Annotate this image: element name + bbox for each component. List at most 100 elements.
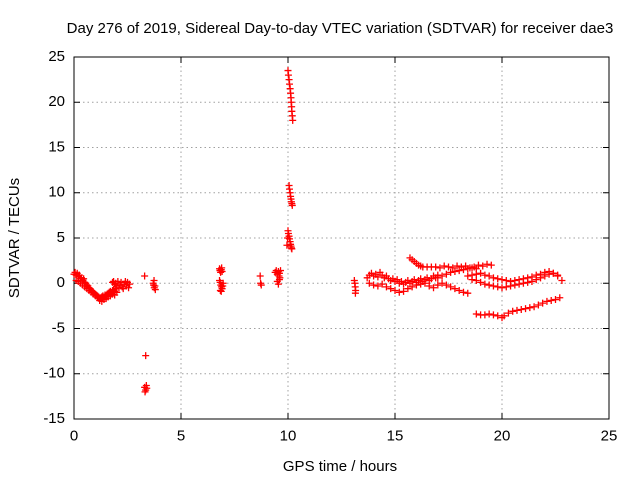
series-early-arc-b: [72, 277, 121, 305]
data-point: [289, 116, 297, 124]
data-point: [498, 276, 506, 284]
data-point: [483, 260, 491, 268]
data-point: [472, 277, 480, 285]
data-point: [464, 265, 472, 273]
series-arc-7h: [216, 264, 227, 295]
data-point: [218, 267, 226, 275]
data-point: [474, 261, 482, 269]
data-point: [378, 280, 386, 288]
data-point: [504, 309, 512, 317]
data-point: [374, 282, 382, 290]
data-point: [532, 271, 540, 279]
series-crossing-arc-17to19h: [434, 264, 480, 297]
data-point: [80, 275, 88, 283]
x-axis-label: GPS time / hours: [283, 458, 397, 475]
data-point: [464, 272, 472, 280]
data-point: [459, 288, 467, 296]
data-point: [517, 305, 525, 313]
data-point: [528, 273, 536, 281]
data-point: [436, 264, 444, 272]
data-point: [547, 296, 555, 304]
data-point: [481, 311, 489, 319]
series-long-arc-19to23h: [468, 269, 566, 292]
x-tick-label: 5: [177, 427, 185, 444]
data-point: [447, 268, 455, 276]
data-point: [217, 287, 225, 295]
data-point: [365, 279, 373, 287]
data-point: [216, 286, 224, 294]
series-mid-arc-19to23h: [464, 267, 562, 285]
data-point: [541, 268, 549, 276]
data-point: [464, 289, 472, 297]
data-point: [526, 304, 534, 312]
y-tick-label: -10: [43, 365, 65, 382]
data-point: [511, 277, 519, 285]
data-point: [556, 294, 564, 302]
data-point: [453, 262, 461, 270]
data-point: [442, 270, 450, 278]
data-point: [451, 285, 459, 293]
data-point: [288, 245, 296, 253]
y-tick-label: 10: [48, 184, 65, 201]
x-tick-label: 15: [387, 427, 404, 444]
data-point: [412, 281, 420, 289]
data-point: [477, 278, 485, 286]
data-point: [430, 284, 438, 292]
data-point: [498, 284, 506, 292]
data-point: [126, 280, 134, 288]
x-tick-label: 25: [601, 427, 618, 444]
data-point: [432, 263, 440, 271]
data-point: [400, 287, 408, 295]
data-point: [494, 312, 502, 320]
data-point: [113, 288, 121, 296]
data-point: [274, 280, 282, 288]
x-tick-label: 10: [280, 427, 297, 444]
data-point: [509, 307, 517, 315]
data-point: [549, 269, 557, 277]
data-point: [522, 305, 530, 313]
grid: [74, 57, 609, 419]
data-point: [485, 272, 493, 280]
data-point: [558, 277, 566, 285]
data-point: [434, 274, 442, 282]
data-point: [387, 285, 395, 293]
data-point: [485, 310, 493, 318]
data-point: [125, 284, 133, 292]
data-point: [479, 262, 487, 270]
data-point: [404, 285, 412, 293]
data-point: [393, 276, 401, 284]
data-point: [481, 271, 489, 279]
data-point: [442, 281, 450, 289]
data-point: [507, 277, 515, 285]
data-point: [543, 297, 551, 305]
series-arc-9h: [256, 267, 285, 289]
data-point: [395, 288, 403, 296]
data-point: [114, 277, 122, 285]
data-point: [524, 274, 532, 282]
data-point: [530, 303, 538, 311]
data-point: [485, 281, 493, 289]
series-arc-3h: [141, 272, 159, 396]
data-point: [513, 306, 521, 314]
y-axis-label: SDTVAR / TECUs: [6, 178, 23, 298]
data-point: [537, 270, 545, 278]
series-arc-13h: [350, 277, 360, 297]
data-point: [472, 310, 480, 318]
data-point: [459, 266, 467, 274]
data-point: [502, 277, 510, 285]
data-point: [351, 289, 359, 297]
data-point: [481, 280, 489, 288]
data-point: [552, 296, 559, 304]
data-point: [489, 311, 497, 319]
data-point: [408, 283, 416, 291]
data-point: [440, 262, 448, 270]
data-point: [284, 234, 292, 242]
data-point: [141, 272, 149, 280]
y-tick-label: -15: [43, 410, 65, 427]
y-tick-label: 5: [57, 229, 65, 246]
series-arc-14to17h-lower: [365, 279, 442, 296]
data-point: [489, 274, 497, 282]
data-point: [449, 264, 457, 272]
data-point: [275, 276, 283, 284]
